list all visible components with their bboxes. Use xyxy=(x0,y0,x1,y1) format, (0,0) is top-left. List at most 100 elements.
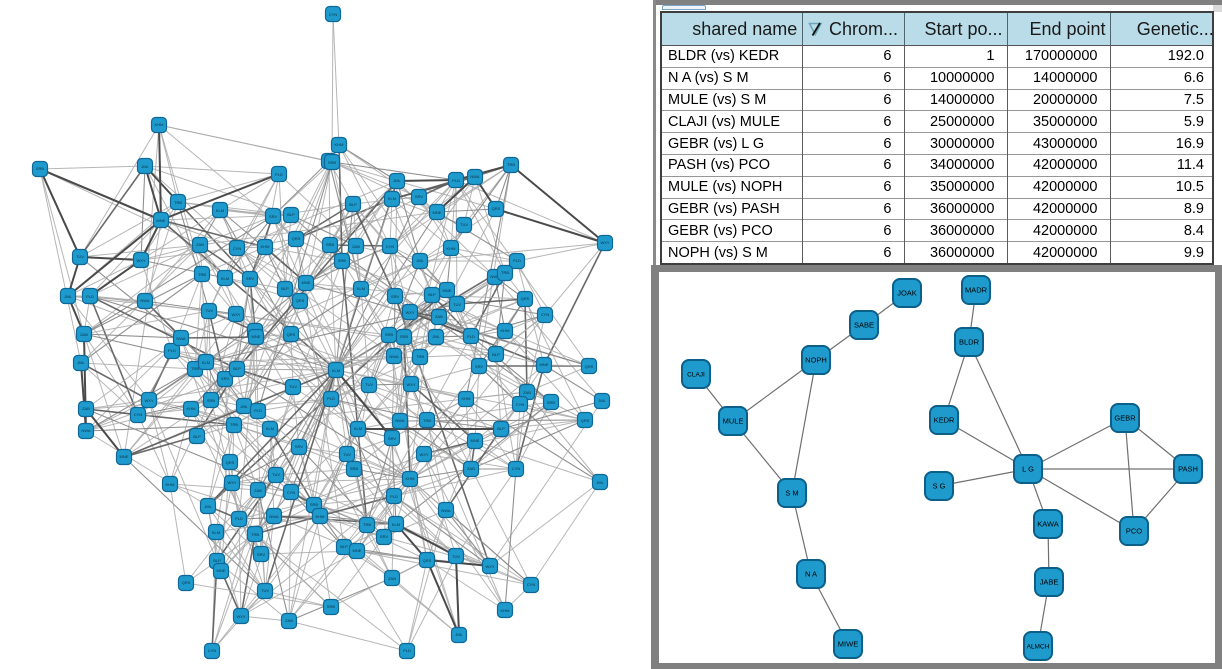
svg-text:QRS: QRS xyxy=(287,332,296,337)
svg-text:BLP: BLP xyxy=(428,292,436,297)
svg-text:CLAJI: CLAJI xyxy=(687,372,705,379)
svg-text:KHM: KHM xyxy=(155,122,164,127)
svg-text:KHM: KHM xyxy=(406,476,415,481)
svg-text:WXY: WXY xyxy=(136,258,145,263)
svg-text:JABE: JABE xyxy=(1040,578,1059,587)
svg-text:PLD: PLD xyxy=(390,494,398,499)
svg-text:WXY: WXY xyxy=(405,310,414,315)
svg-text:PLD: PLD xyxy=(275,172,283,177)
svg-text:SRV: SRV xyxy=(380,534,388,539)
svg-text:MULE: MULE xyxy=(723,417,744,426)
svg-text:KLM: KLM xyxy=(357,286,365,291)
svg-text:PLD: PLD xyxy=(403,648,411,653)
svg-text:PLD: PLD xyxy=(467,334,475,339)
svg-text:MNE: MNE xyxy=(471,438,480,443)
svg-text:NWA: NWA xyxy=(395,418,405,423)
svg-text:KLM: KLM xyxy=(388,196,396,201)
svg-text:TRB: TRB xyxy=(416,354,424,359)
svg-text:TRB: TRB xyxy=(230,422,238,427)
svg-text:PLD: PLD xyxy=(513,258,521,263)
svg-text:JML: JML xyxy=(240,404,248,409)
svg-text:BLDR: BLDR xyxy=(959,338,980,347)
svg-text:WXY: WXY xyxy=(227,480,236,485)
svg-text:ZAB: ZAB xyxy=(523,390,531,395)
svg-text:KAWA: KAWA xyxy=(1037,520,1059,529)
svg-text:TUV: TUV xyxy=(205,308,213,313)
svg-text:SRB: SRB xyxy=(328,160,337,165)
svg-text:TRB: TRB xyxy=(174,200,182,205)
svg-text:KLM: KLM xyxy=(212,530,220,535)
svg-text:KLM: KLM xyxy=(266,426,274,431)
svg-text:NWA: NWA xyxy=(176,336,186,341)
svg-text:CYN: CYN xyxy=(287,490,296,495)
svg-text:ZAB: ZAB xyxy=(388,576,396,581)
svg-text:PLD: PLD xyxy=(86,294,94,299)
svg-text:KLM: KLM xyxy=(216,208,224,213)
svg-text:SRB: SRB xyxy=(385,332,394,337)
svg-text:BLP: BLP xyxy=(287,212,295,217)
svg-text:PLD: PLD xyxy=(452,178,460,183)
svg-text:KHM: KHM xyxy=(501,328,510,333)
svg-text:JML: JML xyxy=(77,360,85,365)
svg-text:KHM: KHM xyxy=(335,142,344,147)
svg-text:SRV: SRV xyxy=(221,376,229,381)
svg-text:BLP: BLP xyxy=(497,426,505,431)
svg-text:GEBR: GEBR xyxy=(1114,414,1136,423)
svg-text:SRB: SRB xyxy=(327,604,336,609)
svg-text:MNE: MNE xyxy=(433,210,442,215)
svg-text:NOPH: NOPH xyxy=(805,356,827,365)
svg-text:WXY: WXY xyxy=(236,614,245,619)
svg-text:NWA: NWA xyxy=(81,428,91,433)
svg-text:QRS: QRS xyxy=(423,558,432,563)
svg-text:KHM: KHM xyxy=(501,608,510,613)
svg-text:JML: JML xyxy=(64,294,72,299)
svg-text:QRS: QRS xyxy=(292,236,301,241)
svg-text:S G: S G xyxy=(933,482,946,491)
svg-text:TRB: TRB xyxy=(423,418,431,423)
svg-text:ZAB: ZAB xyxy=(254,488,262,493)
svg-text:KHM: KHM xyxy=(447,246,456,251)
svg-text:CYN: CYN xyxy=(527,582,536,587)
svg-text:MNE: MNE xyxy=(302,280,311,285)
svg-text:MNE: MNE xyxy=(252,334,261,339)
svg-text:MNE: MNE xyxy=(443,288,452,293)
svg-text:JML: JML xyxy=(393,178,401,183)
svg-text:QRS: QRS xyxy=(581,418,590,423)
svg-text:CYN: CYN xyxy=(386,244,395,249)
svg-text:MIWE: MIWE xyxy=(838,640,858,649)
svg-text:SRV: SRV xyxy=(388,436,396,441)
svg-text:KLM: KLM xyxy=(354,426,362,431)
svg-text:JOAK: JOAK xyxy=(897,289,917,298)
svg-text:QRS: QRS xyxy=(226,460,235,465)
svg-text:QRS: QRS xyxy=(182,580,191,585)
svg-text:ZAB: ZAB xyxy=(285,618,293,623)
svg-text:ZAB: ZAB xyxy=(467,466,475,471)
svg-text:PASH: PASH xyxy=(1178,465,1198,474)
svg-text:TRB: TRB xyxy=(507,162,515,167)
svg-text:SRB: SRB xyxy=(400,334,409,339)
svg-text:SRB: SRB xyxy=(310,502,319,507)
svg-text:TRB: TRB xyxy=(363,522,371,527)
svg-text:SRB: SRB xyxy=(207,398,216,403)
svg-text:CYN: CYN xyxy=(516,402,525,407)
svg-text:KHM: KHM xyxy=(316,514,325,519)
svg-text:SRV: SRV xyxy=(391,294,399,299)
svg-text:TUV: TUV xyxy=(272,472,280,477)
svg-text:JML: JML xyxy=(416,258,424,263)
svg-text:SRV: SRV xyxy=(257,552,265,557)
svg-text:TRB: TRB xyxy=(251,532,259,537)
svg-text:WXY: WXY xyxy=(406,382,415,387)
svg-text:SRV: SRV xyxy=(269,214,277,219)
svg-text:BLP: BLP xyxy=(233,366,241,371)
svg-text:PLD: PLD xyxy=(235,516,243,521)
svg-text:MNE: MNE xyxy=(353,548,362,553)
svg-text:KHM: KHM xyxy=(462,396,471,401)
svg-text:ALMCH: ALMCH xyxy=(1027,644,1050,651)
svg-text:WXY: WXY xyxy=(600,240,609,245)
svg-text:PLD: PLD xyxy=(254,408,262,413)
svg-text:JML: JML xyxy=(596,480,604,485)
svg-text:QRS: QRS xyxy=(492,206,501,211)
svg-text:TUV: TUV xyxy=(289,384,297,389)
svg-text:ZAB: ZAB xyxy=(82,406,90,411)
svg-text:PLD: PLD xyxy=(168,348,176,353)
